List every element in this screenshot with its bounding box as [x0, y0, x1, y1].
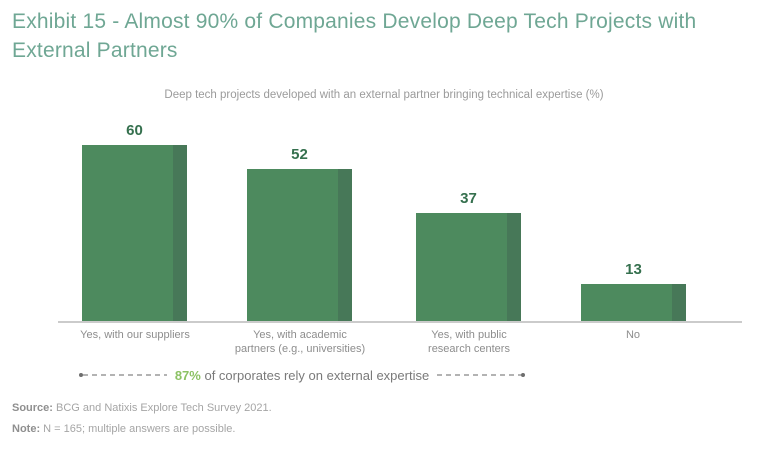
category-label-no: No: [625, 329, 641, 341]
source-text: BCG and Natixis Explore Tech Survey 2021…: [56, 402, 272, 414]
bar-value-label: 37: [460, 190, 477, 207]
category-label-public-research: Yes, with public research centers: [428, 329, 510, 355]
chart-subtitle: Deep tech projects developed with an ext…: [164, 89, 604, 101]
annotation-right-dot-icon: [521, 373, 526, 377]
chart-footer: Source: BCG and Natixis Explore Tech Sur…: [12, 402, 272, 444]
bar-value-label: 13: [625, 261, 642, 278]
annotation-left-dashed-line: [83, 374, 167, 376]
bar-yes-suppliers: [82, 145, 187, 322]
bar-group-academic: 52: [247, 146, 352, 322]
annotation-caption: of corporates rely on external expertise: [204, 367, 430, 383]
annotation-percentage: 87%: [174, 367, 201, 383]
annotation-text: 87% of corporates rely on external exper…: [175, 368, 429, 383]
bar-value-label: 52: [291, 146, 308, 163]
annotation-right-dashed-line: [437, 374, 522, 376]
note-label: Note:: [12, 423, 41, 435]
category-label-academic: Yes, with academic partners (e.g., unive…: [234, 329, 366, 355]
note-line: Note: N = 165; multiple answers are poss…: [12, 423, 272, 435]
external-expertise-annotation: 87% of corporates rely on external exper…: [79, 366, 526, 384]
exhibit-title: Exhibit 15 - Almost 90% of Companies Dev…: [12, 10, 697, 62]
bar-group-no: 13: [581, 261, 686, 322]
x-axis-line: [58, 321, 742, 323]
bar-group-suppliers: 60: [82, 122, 187, 322]
bar-yes-academic: [247, 169, 352, 322]
category-label-suppliers: Yes, with our suppliers: [80, 329, 190, 341]
source-line: Source: BCG and Natixis Explore Tech Sur…: [12, 402, 272, 414]
note-text: N = 165; multiple answers are possible.: [43, 423, 236, 435]
bar-no: [581, 284, 686, 322]
source-label: Source:: [12, 402, 53, 414]
annotation-left-dot-icon: [79, 373, 83, 377]
bar-group-public-research: 37: [416, 190, 521, 322]
bar-value-label: 60: [126, 122, 143, 139]
bar-yes-public-research: [416, 213, 521, 322]
